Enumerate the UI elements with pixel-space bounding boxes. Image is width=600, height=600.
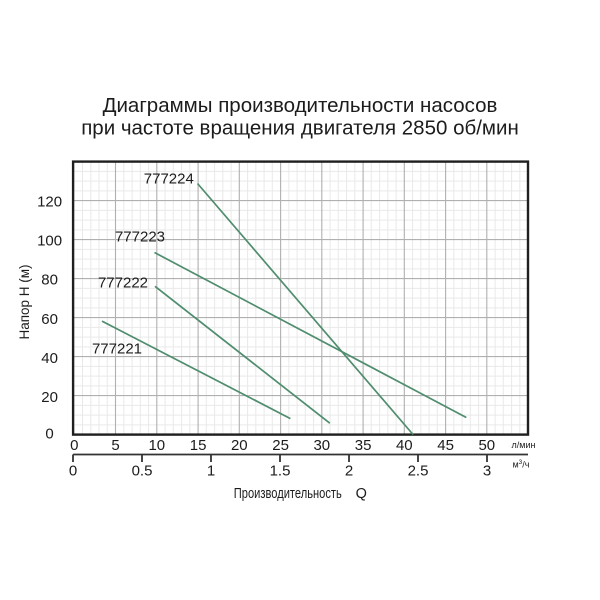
svg-text:1: 1 [207, 463, 215, 480]
svg-text:20: 20 [41, 389, 58, 406]
svg-text:50: 50 [478, 437, 495, 454]
svg-text:100: 100 [37, 233, 62, 250]
svg-text:при частоте вращения двигателя: при частоте вращения двигателя 2850 об/м… [81, 117, 519, 140]
svg-text:0: 0 [69, 463, 77, 480]
svg-text:777221: 777221 [92, 341, 142, 358]
svg-text:35: 35 [355, 437, 372, 454]
svg-text:777222: 777222 [98, 275, 148, 292]
svg-text:м3/ч: м3/ч [512, 458, 529, 469]
svg-text:45: 45 [437, 437, 454, 454]
svg-text:777223: 777223 [115, 229, 165, 246]
svg-text:25: 25 [272, 437, 289, 454]
svg-text:0: 0 [70, 437, 78, 454]
svg-text:20: 20 [231, 437, 248, 454]
svg-text:л/мин: л/мин [512, 440, 536, 450]
svg-text:Диаграммы производительности н: Диаграммы производительности насосов [103, 94, 498, 117]
svg-text:15: 15 [190, 437, 207, 454]
svg-text:2: 2 [345, 463, 353, 480]
svg-text:777224: 777224 [144, 170, 194, 187]
svg-text:60: 60 [41, 311, 58, 328]
svg-text:Производительность: Производительность [234, 486, 342, 502]
svg-text:10: 10 [148, 437, 165, 454]
svg-text:Напор Н (м): Напор Н (м) [17, 264, 32, 339]
svg-text:0.5: 0.5 [132, 463, 153, 480]
svg-text:2.5: 2.5 [408, 463, 429, 480]
svg-text:5: 5 [111, 437, 119, 454]
svg-text:30: 30 [313, 437, 330, 454]
svg-text:Q: Q [356, 486, 367, 502]
svg-text:0: 0 [45, 425, 53, 442]
svg-text:120: 120 [37, 194, 62, 211]
svg-text:3: 3 [483, 463, 491, 480]
svg-text:40: 40 [396, 437, 413, 454]
svg-text:80: 80 [41, 272, 58, 289]
svg-text:40: 40 [41, 350, 58, 367]
svg-text:1.5: 1.5 [270, 463, 291, 480]
